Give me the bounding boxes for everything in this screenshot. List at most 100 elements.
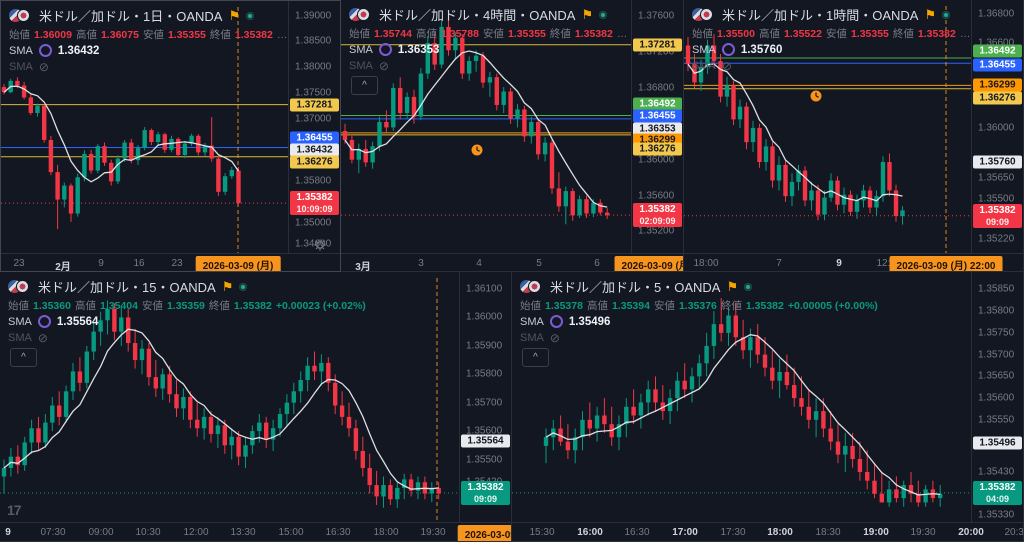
visibility-off-icon[interactable]: ⊘ [378, 59, 389, 73]
ohlc-low-value: 1.35355 [507, 28, 546, 40]
canada-flag-circle [700, 7, 713, 21]
flagged-symbol-flag-icon[interactable]: ⚑ [924, 7, 937, 22]
price-axis[interactable]: 1.37600 1.37200 1.36800 1.36000 1.35600 1.352… [631, 0, 683, 253]
flagged-symbol-flag-icon[interactable]: ⚑ [228, 8, 241, 23]
legend-collapse-button[interactable]: ^ [10, 348, 37, 367]
symbol-header[interactable]: 米ドル／加ドル・15・OANDA ⚑ [8, 277, 366, 296]
legend-collapse-button[interactable]: ^ [351, 76, 378, 95]
time-axis[interactable]: 18:00 7 9 12:002026-03-09 (月) 22:00 [684, 253, 1023, 271]
price-label-value: 1.37281 [639, 39, 676, 51]
symbol-header[interactable]: 米ドル／加ドル・1時間・OANDA ⚑ [692, 5, 970, 24]
symbol-header[interactable]: 米ドル／加ドル・5・OANDA ⚑ [520, 277, 878, 296]
sma-line [3, 85, 240, 183]
price-tick: 1.37000 [295, 113, 332, 125]
chart-pane-15m[interactable]: 1.36100 1.36000 1.35900 1.35800 1.35700 1.356… [0, 272, 512, 542]
ohlc-open-value: 1.35500 [717, 28, 755, 40]
ohlc-close-label: 終値 [208, 300, 230, 312]
symbol-header[interactable]: 米ドル／加ドル・1日・OANDA ⚑ [9, 6, 287, 25]
sma-hidden-indicator-row[interactable]: SMA ⊘ [349, 59, 627, 73]
time-tick: 23 [171, 258, 183, 269]
price-label-value: 1.36276 [296, 156, 333, 168]
price-tick: 1.35330 [978, 509, 1015, 521]
canada-flag-circle [16, 279, 29, 293]
price-tick: 1.38500 [295, 35, 332, 47]
sma-indicator-row[interactable]: SMA 1.35564 [8, 315, 366, 328]
visibility-off-icon[interactable]: ⊘ [549, 331, 560, 345]
candlestick-plot[interactable] [1, 1, 341, 254]
price-tick: 1.35800 [295, 175, 332, 187]
candlestick-plot[interactable] [512, 272, 1024, 522]
price-tick: 1.35700 [466, 397, 503, 409]
visibility-off-icon[interactable]: ⊘ [721, 59, 732, 73]
sma-hidden-indicator-row[interactable]: SMA ⊘ [692, 59, 970, 73]
time-axis[interactable]: 15:30 16:00 16:30 17:00 17:30 18:00 18:30 19:00… [512, 522, 1023, 541]
chart-legend: 米ドル／加ドル・15・OANDA ⚑ 始値 1.35360 高値 1.35404 安値 1.3… [8, 277, 366, 345]
price-tick: 1.36800 [978, 8, 1015, 20]
sma-label: SMA [520, 315, 544, 328]
time-tick: 9 [836, 258, 842, 269]
sma-indicator-row[interactable]: SMA 1.35496 [520, 315, 878, 328]
price-tick: 1.36600 [978, 37, 1015, 49]
chart-legend: 米ドル／加ドル・1時間・OANDA ⚑ 始値 1.35500 高値 1.35522 安値 1.… [692, 5, 970, 73]
sma2-label: SMA [520, 332, 544, 344]
time-tick: 18:00 [693, 258, 719, 269]
price-tick: 1.35800 [978, 305, 1015, 317]
price-tick: 1.38000 [295, 61, 332, 73]
alert-clock-icon[interactable] [809, 89, 823, 108]
candlestick-plot[interactable] [684, 0, 1024, 253]
chart-pane-5m[interactable]: 1.35850 1.35800 1.35750 1.35700 1.35650 1.356… [512, 272, 1024, 542]
price-axis[interactable]: 1.35850 1.35800 1.35750 1.35700 1.35650 1.356… [971, 272, 1023, 522]
price-label-green: 1.36492 [973, 44, 1022, 58]
axis-settings-gear-icon[interactable] [314, 238, 326, 256]
price-label-red: 1.35382 09:09 [973, 203, 1022, 228]
usdcad-pair-icon [9, 8, 33, 24]
tradingview-logo[interactable]: 17 [7, 502, 22, 518]
sma-hidden-indicator-row[interactable]: SMA ⊘ [520, 331, 878, 345]
symbol-title[interactable]: 米ドル／加ドル・4時間・OANDA [379, 8, 576, 23]
candlestick-plot[interactable] [0, 272, 512, 522]
candlestick-plot[interactable] [341, 0, 684, 253]
time-axis[interactable]: 23 2月 9 16 23 2026-03-09 (月) [1, 253, 340, 271]
price-tick: 1.35000 [295, 217, 332, 229]
ohlc-close-value: 1.35382 [917, 28, 956, 40]
sma-indicator-row[interactable]: SMA 1.36432 [9, 44, 287, 57]
legend-collapse-button[interactable]: ^ [522, 348, 549, 367]
flagged-symbol-flag-icon[interactable]: ⚑ [726, 279, 739, 294]
chart-pane-1h[interactable]: 1.368001.366001.362001.360001.356501.355… [684, 0, 1024, 272]
symbol-title[interactable]: 米ドル／加ドル・1時間・OANDA [722, 8, 919, 23]
sma-value: 1.35564 [56, 315, 99, 328]
ohlc-low-label: 安値 [482, 28, 504, 40]
sma-hidden-indicator-row[interactable]: SMA ⊘ [9, 60, 287, 74]
ohlc-open-label: 始値 [349, 28, 370, 40]
sma-hidden-indicator-row[interactable]: SMA ⊘ [8, 331, 366, 345]
chart-pane-4h[interactable]: 1.37600 1.37200 1.36800 1.36000 1.35600 1.352… [341, 0, 684, 272]
visibility-off-icon[interactable]: ⊘ [37, 331, 48, 345]
symbol-title[interactable]: 米ドル／加ドル・15・OANDA [38, 280, 216, 295]
price-axis[interactable]: 1.368001.366001.362001.360001.356501.355… [971, 0, 1023, 253]
ohlc-high-value: 1.35522 [783, 28, 822, 40]
flagged-symbol-flag-icon[interactable]: ⚑ [221, 279, 234, 294]
sma-indicator-row[interactable]: SMA 1.35760 [692, 43, 970, 56]
flagged-symbol-flag-icon[interactable]: ⚑ [581, 7, 594, 22]
time-axis[interactable]: 9 07:30 09:00 10:30 12:00 13:30 15:00 16:30 18:0… [0, 522, 511, 541]
time-tick: 3 [418, 258, 424, 269]
time-tick: 18:00 [373, 527, 399, 538]
symbol-header[interactable]: 米ドル／加ドル・4時間・OANDA ⚑ [349, 5, 627, 24]
ohlc-ellipsis: … [959, 28, 971, 40]
price-tick: 1.35700 [978, 349, 1015, 361]
price-axis[interactable]: 1.39000 1.38500 1.38000 1.37500 1.37000 1.358… [288, 1, 340, 254]
price-tick: 1.36000 [466, 311, 503, 323]
ohlc-high-label: 高値 [415, 28, 437, 40]
symbol-title[interactable]: 米ドル／加ドル・5・OANDA [550, 280, 721, 295]
sma-indicator-row[interactable]: SMA 1.36353 [349, 43, 627, 56]
sma-line [545, 334, 941, 496]
sma-ring-icon [721, 43, 735, 56]
price-tick: 1.35900 [466, 340, 503, 352]
symbol-title[interactable]: 米ドル／加ドル・1日・OANDA [39, 9, 223, 24]
visibility-off-icon[interactable]: ⊘ [38, 60, 49, 74]
price-axis[interactable]: 1.36100 1.36000 1.35900 1.35800 1.35700 1.356… [459, 272, 511, 522]
chart-pane-1d[interactable]: 1.39000 1.38500 1.38000 1.37500 1.37000 1.358… [0, 0, 341, 272]
time-tick: 12:00 [183, 527, 209, 538]
alert-clock-icon[interactable] [470, 143, 484, 162]
time-axis[interactable]: 3月 3 4 5 6 2026-03-09 (月) 22:00 [341, 253, 683, 271]
